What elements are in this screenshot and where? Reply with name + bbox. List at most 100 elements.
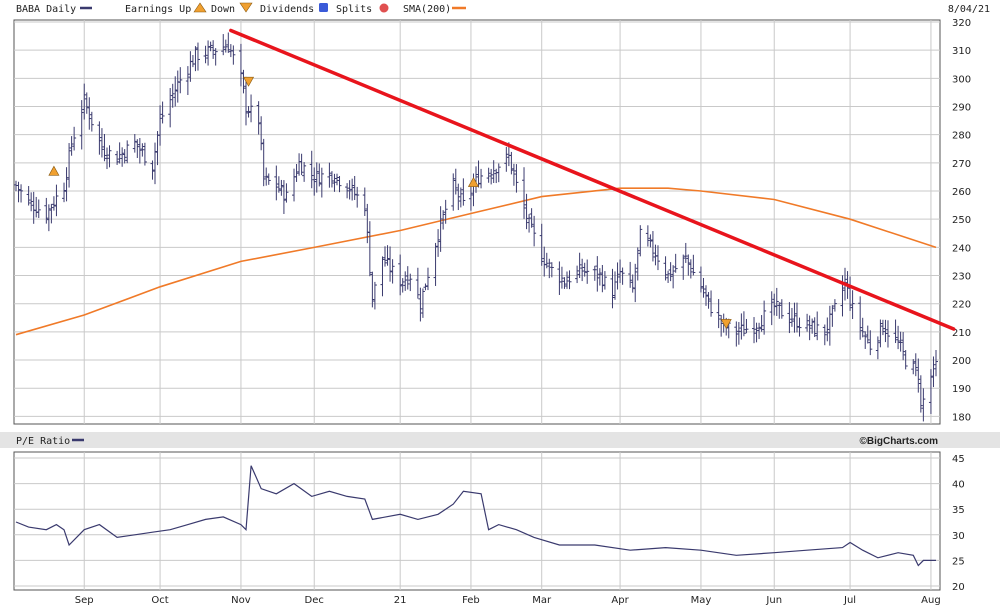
x-tick-label: Feb [462,595,480,606]
price-bar [26,186,31,206]
price-bar [261,138,266,187]
price-bar [704,285,708,306]
price-bar [49,203,54,224]
price-bar [868,330,873,356]
price-bar [107,145,112,168]
price-grid [14,20,940,424]
price-bar [115,150,120,165]
x-axis: Sep Oct Nov Dec 21 Feb Mar Apr May Jun Jul Aug [75,595,941,606]
price-bar [317,163,322,187]
price-bar [522,167,527,219]
pe-y-tick-label: 35 [952,505,965,516]
price-bar [529,208,534,228]
price-bar [807,315,812,341]
price-bar [69,136,74,156]
brand-label: ©BigCharts.com [860,436,939,447]
symbol-label: BABA Daily [16,4,76,15]
earnings-down-icon [239,2,253,13]
price-bar [668,262,673,282]
price-bar [896,325,901,350]
price-bar [875,336,880,360]
price-bar [390,259,395,284]
pe-y-tick-label: 45 [952,454,965,465]
price-bar [87,97,92,130]
price-bar [734,321,739,347]
price-bar [741,311,746,337]
price-bar [628,261,633,288]
x-tick-label: May [691,595,712,606]
price-bar [332,173,337,192]
price-y-tick-label: 230 [952,272,971,283]
price-bar [398,254,403,296]
sma-label: SMA(200) [403,4,451,15]
price-bar [709,290,714,317]
price-bar [195,42,200,71]
price-bar [754,322,759,343]
price-bar [511,163,516,186]
earnings-up-icon [193,2,207,13]
price-bar [779,299,784,319]
price-y-tick-label: 180 [952,412,971,423]
price-bar [372,281,377,310]
price-bar [468,184,473,211]
price-bar [259,116,264,151]
price-bar [812,317,817,338]
price-bar [486,167,491,183]
earnings-down-marker [243,76,255,87]
price-bar [334,173,339,186]
price-bar [67,143,72,188]
price-bar [120,147,125,167]
price-bar [774,287,779,316]
price-bar [456,183,461,211]
price-bar [913,353,918,377]
price-bar [206,40,211,66]
price-bar [62,182,67,203]
price-bar [29,192,34,212]
price-bar [117,142,122,164]
price-bar [453,168,458,195]
price-bar [425,267,430,291]
price-bar [345,183,350,199]
price-bar [355,186,360,208]
price-bar [221,34,226,56]
price-bar [312,167,317,196]
price-bar [302,162,307,182]
price-bar [132,134,137,153]
dividend-icon [319,3,328,12]
price-bar [102,133,107,162]
price-bar [564,271,569,289]
price-bar [539,223,544,266]
price-bar [916,358,921,393]
price-bar [600,264,605,293]
price-bar [716,299,721,329]
price-bar [352,175,357,201]
price-bar [577,252,582,279]
pe-y-tick-label: 20 [952,582,965,593]
price-bar [638,225,643,257]
x-tick-label: Sep [75,595,94,606]
price-bar [362,187,367,216]
price-bar [400,278,405,293]
price-bar [602,271,607,290]
x-tick-label: Aug [921,595,941,606]
sma-path [15,187,937,336]
price-bar [544,252,549,269]
price-bar [719,315,724,337]
price-bar [441,210,446,230]
price-bar [885,320,890,348]
price-bar [860,317,865,338]
price-bar [921,388,926,422]
price-bar [865,325,870,344]
price-bar [284,183,289,203]
price-bar [825,317,830,342]
price-bar [673,253,678,273]
x-tick-label: Mar [532,595,552,606]
price-bar [547,258,552,279]
price-bar [211,40,216,59]
price-bar [256,101,261,135]
price-bar [903,350,908,370]
price-bar [681,254,686,280]
price-bar [595,256,600,292]
price-bar [620,267,625,285]
